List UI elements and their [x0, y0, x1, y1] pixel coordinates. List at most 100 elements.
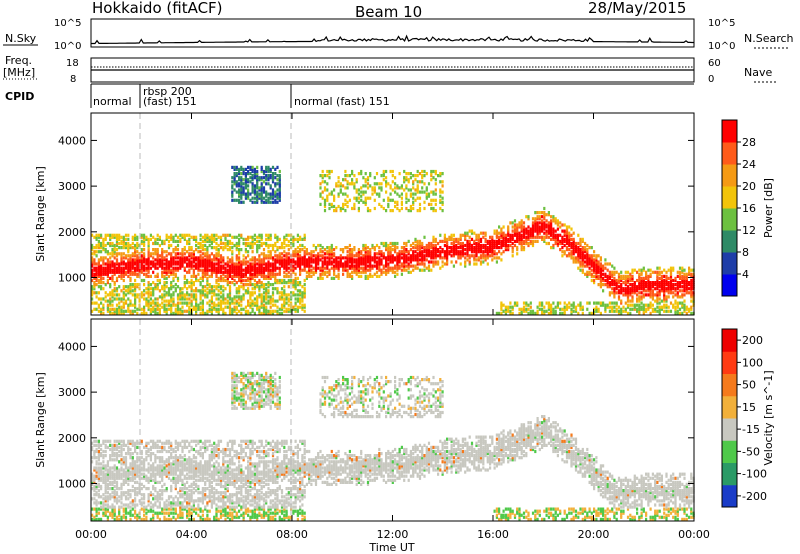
- power-cells-cell: [267, 165, 270, 169]
- power-cells-cell: [443, 233, 446, 237]
- power-cells-cell: [597, 264, 600, 268]
- power-cells-cell: [199, 264, 202, 268]
- power-cells-cell: [201, 248, 204, 252]
- power-cells-cell: [443, 256, 446, 260]
- power-cells-cell: [434, 239, 437, 243]
- power-cells-cell: [228, 295, 232, 299]
- power-cells-cell: [231, 276, 234, 280]
- power-cells-cell: [115, 270, 119, 274]
- power-cells-cell: [260, 301, 263, 305]
- power-cells-cell: [373, 188, 376, 192]
- power-cells-cell: [115, 243, 119, 248]
- power-cells-cell: [491, 237, 494, 241]
- power-cells-cell: [631, 291, 634, 295]
- power-cells-cell: [111, 241, 114, 246]
- power-cells-cell: [201, 299, 204, 303]
- power-cells-cell: [145, 235, 148, 239]
- power-cells-cell: [626, 278, 630, 283]
- power-cells-cell: [113, 268, 116, 272]
- power-cells-cell: [638, 281, 641, 285]
- power-cells-cell: [527, 229, 530, 233]
- power-cells-cell: [516, 248, 519, 252]
- power-cells-cell: [285, 237, 288, 241]
- power-cells-cell: [574, 305, 578, 309]
- freq-panel: Freq. [MHz] 18 8 60 0 Nave: [3, 54, 778, 85]
- power-cells-cell: [633, 285, 636, 289]
- power-cells-cell: [455, 248, 458, 252]
- power-cells-cell: [342, 250, 345, 254]
- power-cells-cell: [235, 180, 238, 184]
- power-cells-cell: [294, 260, 297, 264]
- power-cells-cell: [547, 301, 550, 305]
- power-cells-cell: [271, 188, 275, 192]
- power-cells-cell: [115, 297, 119, 301]
- power-cells-cell: [574, 260, 578, 264]
- power-cells-cell: [256, 295, 259, 299]
- power-cells-cell: [457, 246, 460, 250]
- power-cells-cell: [382, 264, 385, 268]
- power-cells-cell: [651, 293, 654, 297]
- power-cells-cell: [351, 172, 354, 176]
- power-cells-cell: [224, 243, 227, 248]
- power-cells-cell: [222, 264, 225, 268]
- power-cells-cell: [400, 246, 403, 250]
- power-cells-cell: [633, 287, 636, 291]
- power-cells-cell: [326, 194, 329, 198]
- power-cells-cell: [400, 192, 403, 196]
- power-cells-cell: [129, 291, 132, 295]
- power-cells-cell: [201, 287, 204, 291]
- power-cells-cell: [228, 281, 232, 285]
- power-cells-cell: [511, 250, 514, 254]
- power-cells-cell: [563, 301, 566, 305]
- power-cells-cell: [195, 266, 198, 270]
- power-cells-cell: [351, 178, 354, 182]
- power-cells-cell: [366, 260, 370, 264]
- power-cells-cell: [109, 241, 112, 246]
- power-cells-cell: [473, 250, 476, 254]
- power-cells-cell: [93, 307, 96, 311]
- power-cells-cell: [299, 270, 302, 274]
- power-cells-cell: [509, 239, 512, 243]
- power-cells-cell: [287, 256, 290, 260]
- power-cells-cell: [468, 241, 471, 246]
- power-cells-cell: [299, 281, 302, 285]
- power-cells-cell: [656, 272, 659, 276]
- power-cells-cell: [464, 252, 467, 256]
- power-cells-cell: [398, 266, 401, 270]
- power-cells-cell: [122, 235, 125, 239]
- vel-cells-cell: [97, 476, 100, 480]
- power-cells-cell: [608, 293, 611, 297]
- power-cells-cell: [140, 248, 143, 252]
- power-cells-cell: [294, 285, 297, 289]
- power-cells-cell: [122, 262, 125, 266]
- power-cells-cell: [206, 278, 209, 283]
- vel-cells-cell: [95, 449, 98, 454]
- power-cells-cell: [280, 252, 284, 256]
- power-cells-cell: [104, 256, 107, 260]
- power-cells-cell: [190, 278, 193, 283]
- power-cells-cell: [95, 291, 98, 295]
- power-cells-cell: [134, 266, 137, 270]
- power-cells-cell: [262, 283, 266, 287]
- power-cells-cell: [373, 260, 376, 264]
- power-cells-cell: [642, 281, 645, 285]
- power-cells-cell: [432, 250, 435, 254]
- power-cells-cell: [394, 274, 397, 278]
- power-cells-cell: [484, 258, 487, 262]
- power-cells-cell: [676, 301, 679, 305]
- power-cells-cell: [432, 192, 435, 196]
- power-cells-cell: [287, 293, 290, 297]
- power-cells-cell: [403, 169, 406, 174]
- power-cells-cell: [274, 243, 277, 248]
- power-cells-cell: [588, 262, 591, 266]
- power-cells-cell: [547, 231, 550, 235]
- power-cells-cell: [260, 262, 263, 266]
- power-cells-cell: [235, 272, 238, 276]
- power-cells-cell: [222, 248, 225, 252]
- power-cells-cell: [91, 233, 94, 237]
- power-cells-cell: [550, 221, 553, 225]
- power-cells-cell: [678, 276, 682, 280]
- power-cells-cell: [206, 301, 209, 305]
- power-cells-cell: [385, 209, 388, 213]
- power-cells-cell: [412, 206, 415, 211]
